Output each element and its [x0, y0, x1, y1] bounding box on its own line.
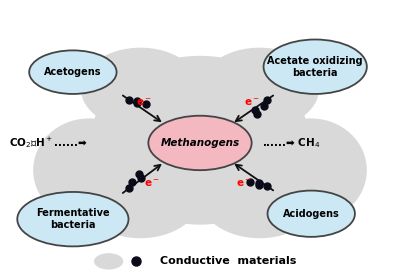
Text: e$^-$: e$^-$	[244, 97, 260, 108]
Ellipse shape	[29, 50, 116, 94]
Text: CO$_2$、H$^+$......➡: CO$_2$、H$^+$......➡	[9, 136, 88, 150]
Ellipse shape	[200, 156, 319, 238]
Ellipse shape	[81, 156, 200, 238]
Ellipse shape	[81, 48, 200, 129]
Ellipse shape	[264, 40, 367, 94]
Ellipse shape	[268, 191, 355, 237]
Text: Conductive  materials: Conductive materials	[160, 256, 297, 266]
Text: Acidogens: Acidogens	[283, 209, 340, 219]
Text: e$^-$: e$^-$	[236, 178, 252, 189]
Ellipse shape	[33, 119, 144, 222]
Text: e$^-$: e$^-$	[144, 178, 160, 189]
Text: Acetate oxidizing
bacteria: Acetate oxidizing bacteria	[267, 56, 363, 78]
Ellipse shape	[148, 116, 252, 170]
Text: Fermentative
bacteria: Fermentative bacteria	[36, 208, 110, 230]
Text: e$^-$: e$^-$	[136, 97, 152, 108]
Text: Acetogens: Acetogens	[44, 67, 102, 77]
Text: Methanogens: Methanogens	[160, 138, 240, 148]
Ellipse shape	[200, 48, 319, 129]
Ellipse shape	[91, 56, 309, 225]
Text: ......➡ CH$_4$: ......➡ CH$_4$	[262, 136, 320, 150]
Ellipse shape	[95, 254, 122, 269]
Ellipse shape	[256, 119, 367, 222]
Ellipse shape	[17, 192, 128, 246]
